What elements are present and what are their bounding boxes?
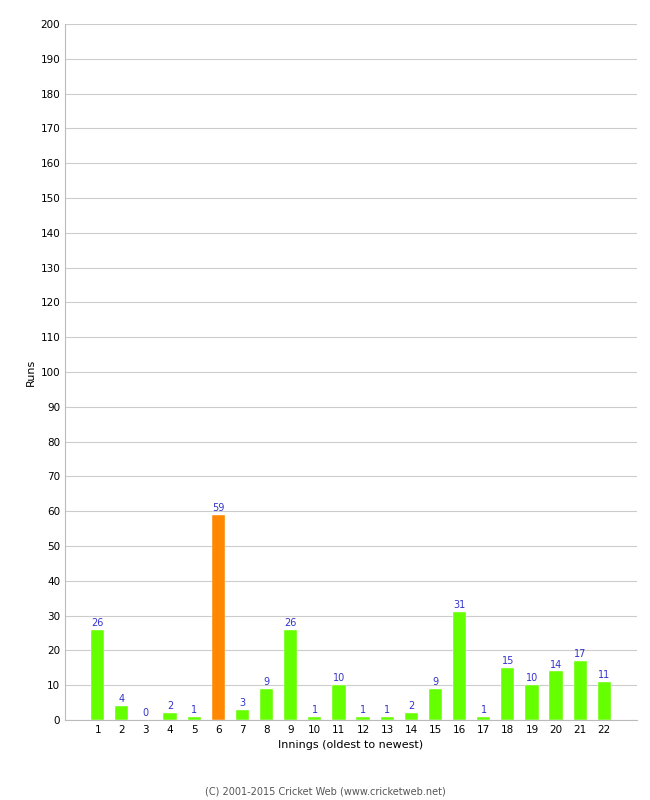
Bar [332, 685, 346, 720]
Bar [525, 685, 539, 720]
Text: 1: 1 [480, 705, 487, 714]
Bar [91, 630, 104, 720]
Bar [429, 689, 442, 720]
X-axis label: Innings (oldest to newest): Innings (oldest to newest) [278, 741, 424, 750]
Text: 31: 31 [454, 600, 465, 610]
Bar [115, 706, 129, 720]
Bar [212, 514, 225, 720]
Bar [453, 612, 466, 720]
Text: 1: 1 [360, 705, 366, 714]
Bar [236, 710, 249, 720]
Text: 10: 10 [333, 674, 345, 683]
Bar [477, 717, 490, 720]
Text: 11: 11 [598, 670, 610, 680]
Bar [501, 668, 515, 720]
Text: 0: 0 [143, 708, 149, 718]
Text: 1: 1 [191, 705, 197, 714]
Text: 1: 1 [384, 705, 390, 714]
Text: 2: 2 [408, 702, 415, 711]
Text: (C) 2001-2015 Cricket Web (www.cricketweb.net): (C) 2001-2015 Cricket Web (www.cricketwe… [205, 786, 445, 796]
Text: 26: 26 [92, 618, 104, 628]
Bar [187, 717, 201, 720]
Y-axis label: Runs: Runs [26, 358, 36, 386]
Bar [549, 671, 563, 720]
Text: 9: 9 [432, 677, 439, 687]
Bar [284, 630, 297, 720]
Text: 9: 9 [263, 677, 270, 687]
Text: 4: 4 [119, 694, 125, 704]
Bar [598, 682, 611, 720]
Bar [260, 689, 273, 720]
Text: 2: 2 [167, 702, 173, 711]
Text: 14: 14 [550, 659, 562, 670]
Text: 1: 1 [312, 705, 318, 714]
Bar [308, 717, 322, 720]
Text: 17: 17 [574, 649, 586, 659]
Bar [163, 713, 177, 720]
Bar [356, 717, 370, 720]
Bar [380, 717, 394, 720]
Bar [405, 713, 418, 720]
Text: 10: 10 [526, 674, 538, 683]
Text: 3: 3 [239, 698, 246, 708]
Text: 59: 59 [212, 503, 224, 513]
Bar [573, 661, 587, 720]
Text: 15: 15 [502, 656, 514, 666]
Text: 26: 26 [285, 618, 297, 628]
